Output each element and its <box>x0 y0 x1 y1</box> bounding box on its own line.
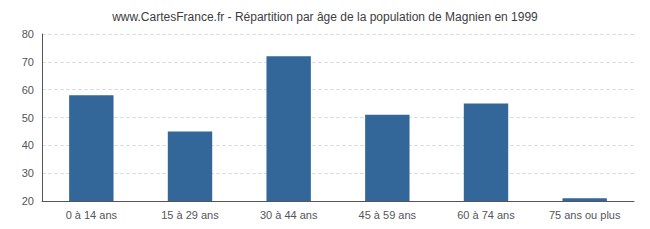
svg-text:30 à 44 ans: 30 à 44 ans <box>260 209 318 221</box>
svg-text:www.CartesFrance.fr - Répartit: www.CartesFrance.fr - Répartition par âg… <box>111 10 538 24</box>
svg-text:60 à 74 ans: 60 à 74 ans <box>457 209 515 221</box>
svg-text:60: 60 <box>22 84 34 96</box>
svg-text:30: 30 <box>22 167 34 179</box>
svg-text:75 ans ou plus: 75 ans ou plus <box>549 209 621 221</box>
svg-text:0 à 14 ans: 0 à 14 ans <box>66 209 118 221</box>
svg-text:40: 40 <box>22 139 34 151</box>
svg-text:50: 50 <box>22 112 34 124</box>
svg-text:80: 80 <box>22 28 34 40</box>
svg-text:70: 70 <box>22 56 34 68</box>
svg-text:45 à 59 ans: 45 à 59 ans <box>359 209 417 221</box>
svg-text:15 à 29 ans: 15 à 29 ans <box>161 209 219 221</box>
svg-text:20: 20 <box>22 195 34 207</box>
